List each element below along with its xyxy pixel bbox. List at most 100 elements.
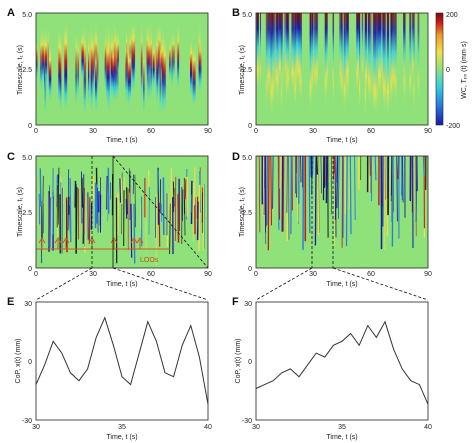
- heatmap-ridge: [266, 155, 269, 226]
- heatmap-ridge: [415, 155, 418, 223]
- xtick-C-1: 30: [89, 271, 97, 278]
- heatmap-ridge: [314, 155, 317, 246]
- heatmap-stripe: [359, 13, 361, 114]
- xtick-D-0: 0: [254, 271, 258, 278]
- panel-letter-F: F: [232, 296, 239, 308]
- ytick-A-2: 5.0: [22, 12, 32, 19]
- heatmap-stripe: [340, 13, 342, 82]
- heatmap-stripe: [326, 13, 328, 93]
- ylabel-D: Timescale, t₁ (s): [239, 187, 246, 237]
- xlabel-F: Time, t (s): [326, 434, 357, 441]
- heatmap-ridge: [349, 155, 352, 235]
- xtick-D-1: 30: [309, 271, 317, 278]
- heatmap-stripe: [47, 23, 49, 93]
- heatmap-ridge: [345, 155, 348, 247]
- heatmap-ridge: [325, 155, 328, 204]
- ytick-C-0: 0: [28, 266, 32, 273]
- heatmap-stripe: [364, 13, 368, 97]
- heatmap-stripe: [169, 37, 171, 84]
- heatmap-stripe: [267, 13, 271, 97]
- loo-arrowhead: [54, 237, 62, 244]
- heatmap-ridge: [49, 197, 52, 248]
- ytick-E-0: -30: [22, 418, 32, 425]
- heatmap-stripe: [265, 13, 268, 111]
- ytick-B-0: 0: [248, 123, 252, 130]
- heatmap-stripe: [160, 42, 162, 82]
- heatmap-ridge: [342, 155, 345, 238]
- heatmap-stripe: [377, 13, 381, 96]
- heatmap-ridge: [158, 202, 161, 247]
- heatmap-stripe: [287, 13, 290, 101]
- colorbar-tick-min: -200: [446, 123, 460, 130]
- xtick-E-1: 35: [118, 424, 126, 431]
- heatmap-ridge: [270, 155, 273, 226]
- heatmap-stripe: [152, 39, 155, 91]
- heatmap-stripe: [143, 43, 145, 118]
- ytick-B-1: 2.5: [242, 67, 252, 74]
- heatmap-D-ridges: [258, 155, 427, 251]
- heatmap-stripe: [81, 28, 84, 84]
- xtick-B-1: 30: [309, 128, 317, 135]
- heatmap-ridge: [196, 201, 200, 241]
- xtick-A-0: 0: [34, 128, 38, 135]
- panel-E: E -30 0 30 30 35 40 Time, t (s) CoP, x(t…: [7, 296, 212, 441]
- heatmap-ridge: [272, 155, 274, 209]
- xlabel-A: Time, t (s): [106, 137, 137, 144]
- heatmap-ridge: [333, 155, 335, 180]
- heatmap-ridge: [390, 155, 393, 196]
- heatmap-stripe: [177, 23, 180, 94]
- ytick-F-2: 30: [244, 301, 252, 308]
- heatmap-stripe: [83, 23, 87, 119]
- xtick-E-0: 30: [32, 424, 40, 431]
- heatmap-stripe: [380, 13, 382, 85]
- heatmap-stripe: [58, 26, 61, 111]
- panel-letter-E: E: [7, 296, 14, 308]
- xtick-D-2: 60: [367, 271, 375, 278]
- panel-F: F -30 0 30 30 35 40 Time, t (s) CoP, x(t…: [232, 296, 432, 441]
- xlabel-E: Time, t (s): [106, 434, 137, 441]
- heatmap-stripe: [117, 30, 119, 81]
- heatmap-stripe: [368, 13, 370, 103]
- heatmap-B-frame: [255, 12, 429, 126]
- heatmap-ridge: [402, 155, 404, 203]
- heatmap-ridge: [134, 174, 136, 228]
- heatmap-ridge: [264, 155, 267, 245]
- heatmap-ridge: [317, 155, 320, 236]
- heatmap-ridge: [169, 203, 171, 255]
- ytick-D-2: 5.0: [242, 155, 252, 162]
- heatmap-ridge: [389, 155, 392, 216]
- heatmap-ridge: [181, 189, 184, 222]
- heatmap-stripe: [403, 13, 406, 106]
- heatmap-stripe: [132, 22, 135, 96]
- heatmap-ridge: [262, 155, 265, 217]
- heatmap-stripe: [356, 13, 358, 94]
- heatmap-ridge: [396, 155, 398, 222]
- loo-arrowhead: [62, 237, 70, 244]
- plot-F-frame: [255, 301, 429, 421]
- heatmap-stripe: [395, 13, 397, 107]
- colorbar-tick-mid: 0: [446, 67, 450, 74]
- heatmap-ridge: [88, 197, 91, 245]
- trace-E: [35, 316, 209, 405]
- heatmap-stripe: [324, 13, 327, 106]
- heatmap-stripe: [64, 18, 68, 114]
- heatmap-stripe: [409, 13, 412, 102]
- heatmap-stripe: [115, 25, 119, 104]
- xtick-F-0: 30: [252, 424, 260, 431]
- panel-B: B 0 2.5 5.0 0 30 60 90 Time, t (s) Times…: [232, 7, 468, 144]
- heatmap-stripe: [48, 45, 51, 102]
- trace-F: [255, 320, 429, 405]
- zoom-connector-C-top: [112, 155, 209, 269]
- heatmap-ridge: [341, 155, 344, 248]
- heatmap-ridge: [354, 155, 356, 221]
- heatmap-stripe: [40, 27, 43, 95]
- heatmap-stripe: [150, 23, 153, 103]
- heatmap-stripe: [275, 13, 279, 99]
- loo-arrowhead: [136, 237, 144, 244]
- heatmap-C-ridges: [37, 167, 205, 266]
- heatmap-ridge: [130, 203, 133, 258]
- heatmap-ridge: [120, 177, 123, 205]
- xtick-A-1: 30: [89, 128, 97, 135]
- ylabel-A: Timescale, t₁ (s): [17, 45, 24, 95]
- heatmap-stripe: [90, 30, 94, 100]
